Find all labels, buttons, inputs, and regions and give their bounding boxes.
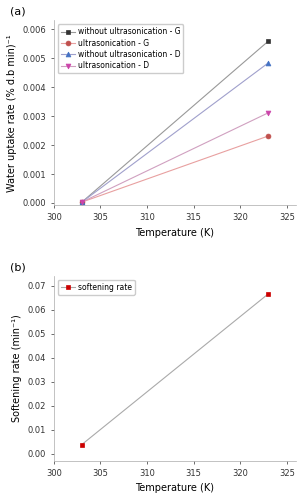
Legend: softening rate: softening rate bbox=[58, 280, 135, 295]
Text: (b): (b) bbox=[10, 262, 26, 272]
Y-axis label: Softening rate (min⁻¹): Softening rate (min⁻¹) bbox=[12, 314, 22, 422]
X-axis label: Temperature (K): Temperature (K) bbox=[135, 228, 215, 237]
X-axis label: Temperature (K): Temperature (K) bbox=[135, 483, 215, 493]
Y-axis label: Water uptake rate (% d.b min)⁻¹: Water uptake rate (% d.b min)⁻¹ bbox=[7, 34, 17, 192]
Legend: without ultrasonication - G, ultrasonication - G, without ultrasonication - D, u: without ultrasonication - G, ultrasonica… bbox=[58, 24, 183, 73]
Text: (a): (a) bbox=[10, 6, 26, 16]
